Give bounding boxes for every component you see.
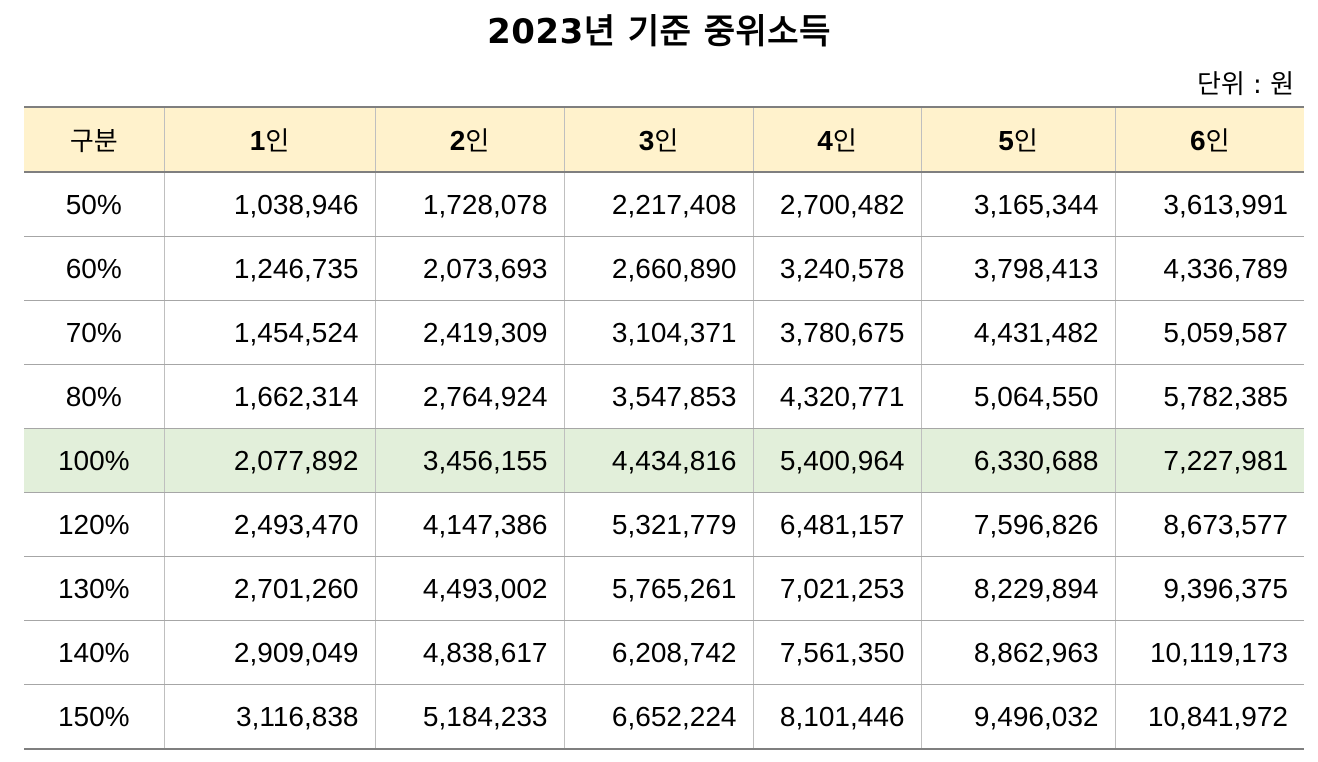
row-percent: 100% [24,428,165,493]
cell-value: 3,116,838 [163,684,376,750]
header-household-number: 5 [998,125,1014,156]
cell-value: 1,728,078 [374,172,565,237]
cell-value: 3,104,371 [563,300,754,365]
cell-value: 8,229,894 [920,556,1116,621]
cell-value: 4,320,771 [752,364,922,429]
table-row: 150% 3,116,838 5,184,233 6,652,224 8,101… [24,684,1304,750]
table-row-highlighted: 100% 2,077,892 3,456,155 4,434,816 5,400… [24,428,1304,493]
row-percent: 60% [24,236,165,301]
cell-value: 2,077,892 [163,428,376,493]
unit-label: 단위 : 원 [1196,70,1294,100]
table-row: 70% 1,454,524 2,419,309 3,104,371 3,780,… [24,300,1304,365]
header-household-number: 4 [817,125,833,156]
cell-value: 7,596,826 [920,492,1116,557]
cell-value: 2,764,924 [374,364,565,429]
cell-value: 3,780,675 [752,300,922,365]
cell-value: 9,496,032 [920,684,1116,750]
header-household-suffix: 인 [1013,127,1038,157]
cell-value: 10,841,972 [1114,684,1304,750]
cell-value: 4,336,789 [1114,236,1304,301]
table-row: 120% 2,493,470 4,147,386 5,321,779 6,481… [24,492,1304,557]
cell-value: 4,431,482 [920,300,1116,365]
header-household-3: 3인 [563,106,754,173]
median-income-table: 구분 1인 2인 3인 4인 5인 6인 50% 1,038,946 1,728… [24,106,1304,750]
row-percent: 70% [24,300,165,365]
header-household-5: 5인 [920,106,1116,173]
cell-value: 1,038,946 [163,172,376,237]
row-percent: 80% [24,364,165,429]
cell-value: 5,059,587 [1114,300,1304,365]
cell-value: 8,862,963 [920,620,1116,685]
cell-value: 2,660,890 [563,236,754,301]
header-household-4: 4인 [752,106,922,173]
cell-value: 4,434,816 [563,428,754,493]
cell-value: 2,217,408 [563,172,754,237]
cell-value: 5,782,385 [1114,364,1304,429]
header-category: 구분 [24,106,165,173]
row-percent: 150% [24,684,165,750]
cell-value: 1,454,524 [163,300,376,365]
cell-value: 7,561,350 [752,620,922,685]
cell-value: 7,021,253 [752,556,922,621]
cell-value: 3,798,413 [920,236,1116,301]
header-household-suffix: 인 [1205,127,1230,157]
cell-value: 5,400,964 [752,428,922,493]
cell-value: 3,240,578 [752,236,922,301]
cell-value: 7,227,981 [1114,428,1304,493]
table-row: 80% 1,662,314 2,764,924 3,547,853 4,320,… [24,364,1304,429]
row-percent: 50% [24,172,165,237]
header-household-suffix: 인 [832,127,857,157]
cell-value: 1,246,735 [163,236,376,301]
page-title: 2023년 기준 중위소득 [487,12,831,52]
cell-value: 6,481,157 [752,492,922,557]
cell-value: 8,101,446 [752,684,922,750]
table-row: 50% 1,038,946 1,728,078 2,217,408 2,700,… [24,172,1304,237]
cell-value: 3,613,991 [1114,172,1304,237]
cell-value: 2,700,482 [752,172,922,237]
cell-value: 2,493,470 [163,492,376,557]
cell-value: 8,673,577 [1114,492,1304,557]
cell-value: 1,662,314 [163,364,376,429]
cell-value: 5,765,261 [563,556,754,621]
header-household-suffix: 인 [654,127,679,157]
cell-value: 6,652,224 [563,684,754,750]
header-household-1: 1인 [163,106,376,173]
cell-value: 5,064,550 [920,364,1116,429]
header-household-suffix: 인 [265,127,290,157]
cell-value: 2,909,049 [163,620,376,685]
header-household-suffix: 인 [465,127,490,157]
cell-value: 6,330,688 [920,428,1116,493]
header-household-number: 2 [449,125,466,156]
table-row: 140% 2,909,049 4,838,617 6,208,742 7,561… [24,620,1304,685]
cell-value: 4,838,617 [374,620,565,685]
table-row: 60% 1,246,735 2,073,693 2,660,890 3,240,… [24,236,1304,301]
cell-value: 5,184,233 [374,684,565,750]
cell-value: 3,165,344 [920,172,1116,237]
cell-value: 5,321,779 [563,492,754,557]
cell-value: 4,493,002 [374,556,565,621]
header-category-label: 구분 [69,127,118,157]
cell-value: 3,547,853 [563,364,754,429]
cell-value: 2,073,693 [374,236,565,301]
header-household-6: 6인 [1114,106,1304,173]
cell-value: 4,147,386 [374,492,565,557]
header-household-number: 1 [249,125,266,156]
row-percent: 120% [24,492,165,557]
row-percent: 130% [24,556,165,621]
header-household-number: 3 [638,125,655,156]
cell-value: 3,456,155 [374,428,565,493]
table-header-row: 구분 1인 2인 3인 4인 5인 6인 [24,106,1304,173]
header-household-2: 2인 [374,106,565,173]
cell-value: 2,701,260 [163,556,376,621]
table-row: 130% 2,701,260 4,493,002 5,765,261 7,021… [24,556,1304,621]
row-percent: 140% [24,620,165,685]
cell-value: 9,396,375 [1114,556,1304,621]
cell-value: 2,419,309 [374,300,565,365]
cell-value: 10,119,173 [1114,620,1304,685]
cell-value: 6,208,742 [563,620,754,685]
header-household-number: 6 [1190,125,1206,156]
